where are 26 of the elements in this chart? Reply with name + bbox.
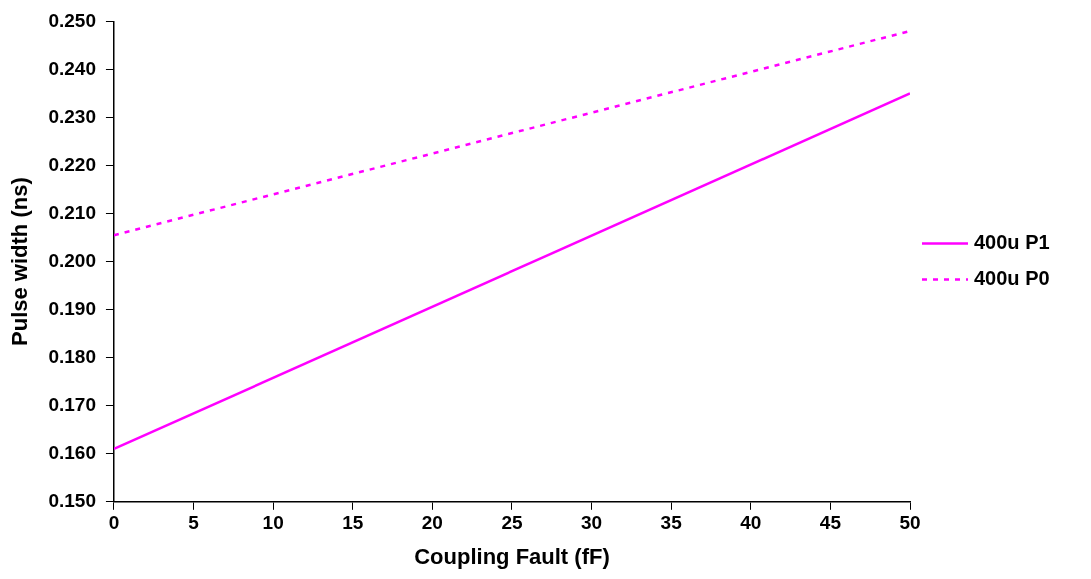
x-tick-label: 20 (421, 512, 443, 534)
y-tick-label: 0.200 (48, 249, 96, 271)
y-tick-label: 0.230 (48, 105, 96, 127)
y-tick-label: 0.150 (48, 490, 96, 512)
legend-label: 400u P1 (974, 231, 1050, 254)
y-tick-label: 0.190 (48, 297, 96, 319)
legend-label: 400u P0 (974, 267, 1050, 290)
x-tick-label: 40 (740, 512, 762, 534)
x-tick-label: 0 (108, 512, 120, 534)
x-tick-label: 25 (501, 512, 523, 534)
x-tick-label: 35 (660, 512, 683, 534)
x-axis-title: Coupling Fault (fF) (414, 543, 610, 569)
y-tick-label: 0.170 (48, 393, 96, 415)
y-tick-label: 0.240 (48, 57, 96, 79)
y-tick-label: 0.180 (48, 345, 96, 367)
x-tick-label: 5 (188, 512, 200, 534)
x-tick-label: 15 (342, 512, 364, 534)
x-tick-label: 45 (819, 512, 842, 534)
y-tick-label: 0.250 (48, 9, 96, 31)
y-tick-label: 0.210 (48, 201, 96, 223)
x-tick-label: 10 (262, 512, 284, 534)
y-tick-label: 0.160 (48, 441, 96, 463)
y-tick-label: 0.220 (48, 153, 96, 175)
y-axis-title: Pulse width (ns) (7, 177, 33, 346)
x-tick-label: 30 (581, 512, 603, 534)
x-tick-label: 50 (899, 512, 921, 534)
